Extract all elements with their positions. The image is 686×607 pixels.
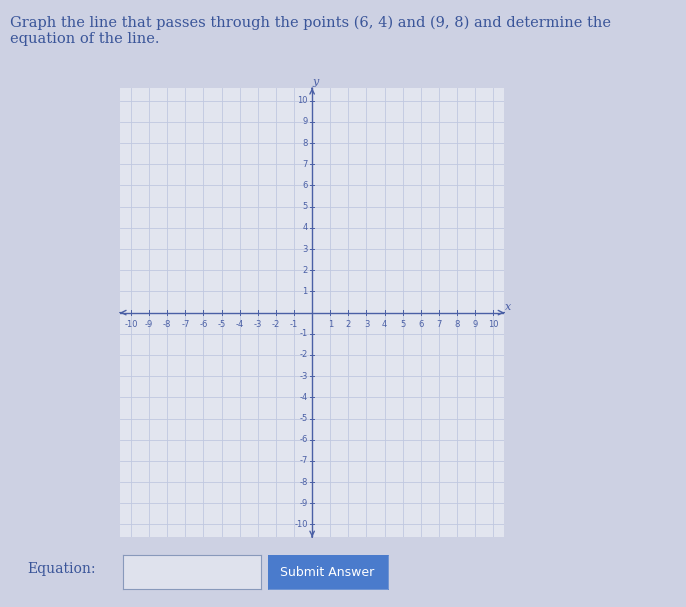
- Text: 7: 7: [303, 160, 307, 169]
- Text: 3: 3: [364, 320, 369, 329]
- Text: -4: -4: [235, 320, 244, 329]
- Text: 2: 2: [303, 266, 307, 275]
- Text: 5: 5: [303, 202, 307, 211]
- Text: -4: -4: [299, 393, 307, 402]
- Text: -1: -1: [299, 329, 307, 338]
- Text: 8: 8: [303, 138, 307, 148]
- Text: 9: 9: [303, 117, 307, 126]
- Text: -10: -10: [124, 320, 138, 329]
- Text: x: x: [505, 302, 511, 313]
- Text: 10: 10: [488, 320, 499, 329]
- Text: y: y: [313, 77, 319, 87]
- Text: 9: 9: [473, 320, 478, 329]
- Text: -5: -5: [217, 320, 226, 329]
- Text: Submit Answer: Submit Answer: [281, 566, 375, 578]
- Text: -8: -8: [163, 320, 172, 329]
- Text: -9: -9: [299, 499, 307, 508]
- Text: -1: -1: [290, 320, 298, 329]
- Text: -6: -6: [199, 320, 208, 329]
- Text: -2: -2: [272, 320, 280, 329]
- Text: -6: -6: [299, 435, 307, 444]
- Text: 4: 4: [382, 320, 387, 329]
- Text: Graph the line that passes through the points (6, 4) and (9, 8) and determine th: Graph the line that passes through the p…: [10, 15, 611, 30]
- Text: -5: -5: [299, 414, 307, 423]
- Text: 3: 3: [303, 245, 307, 254]
- Text: 5: 5: [400, 320, 405, 329]
- Text: -10: -10: [294, 520, 307, 529]
- Text: equation of the line.: equation of the line.: [10, 32, 160, 46]
- Text: 4: 4: [303, 223, 307, 232]
- Text: 8: 8: [454, 320, 460, 329]
- Text: -7: -7: [299, 456, 307, 466]
- Text: 1: 1: [303, 287, 307, 296]
- Text: -7: -7: [181, 320, 189, 329]
- Text: 7: 7: [436, 320, 442, 329]
- Text: 1: 1: [328, 320, 333, 329]
- Text: -9: -9: [145, 320, 153, 329]
- Text: 6: 6: [303, 181, 307, 190]
- Text: 2: 2: [346, 320, 351, 329]
- Text: -2: -2: [299, 350, 307, 359]
- Text: 10: 10: [297, 97, 307, 105]
- Text: -3: -3: [254, 320, 262, 329]
- Text: -3: -3: [299, 371, 307, 381]
- Text: -8: -8: [299, 478, 307, 487]
- Text: Equation:: Equation:: [27, 562, 96, 577]
- Text: 6: 6: [418, 320, 423, 329]
